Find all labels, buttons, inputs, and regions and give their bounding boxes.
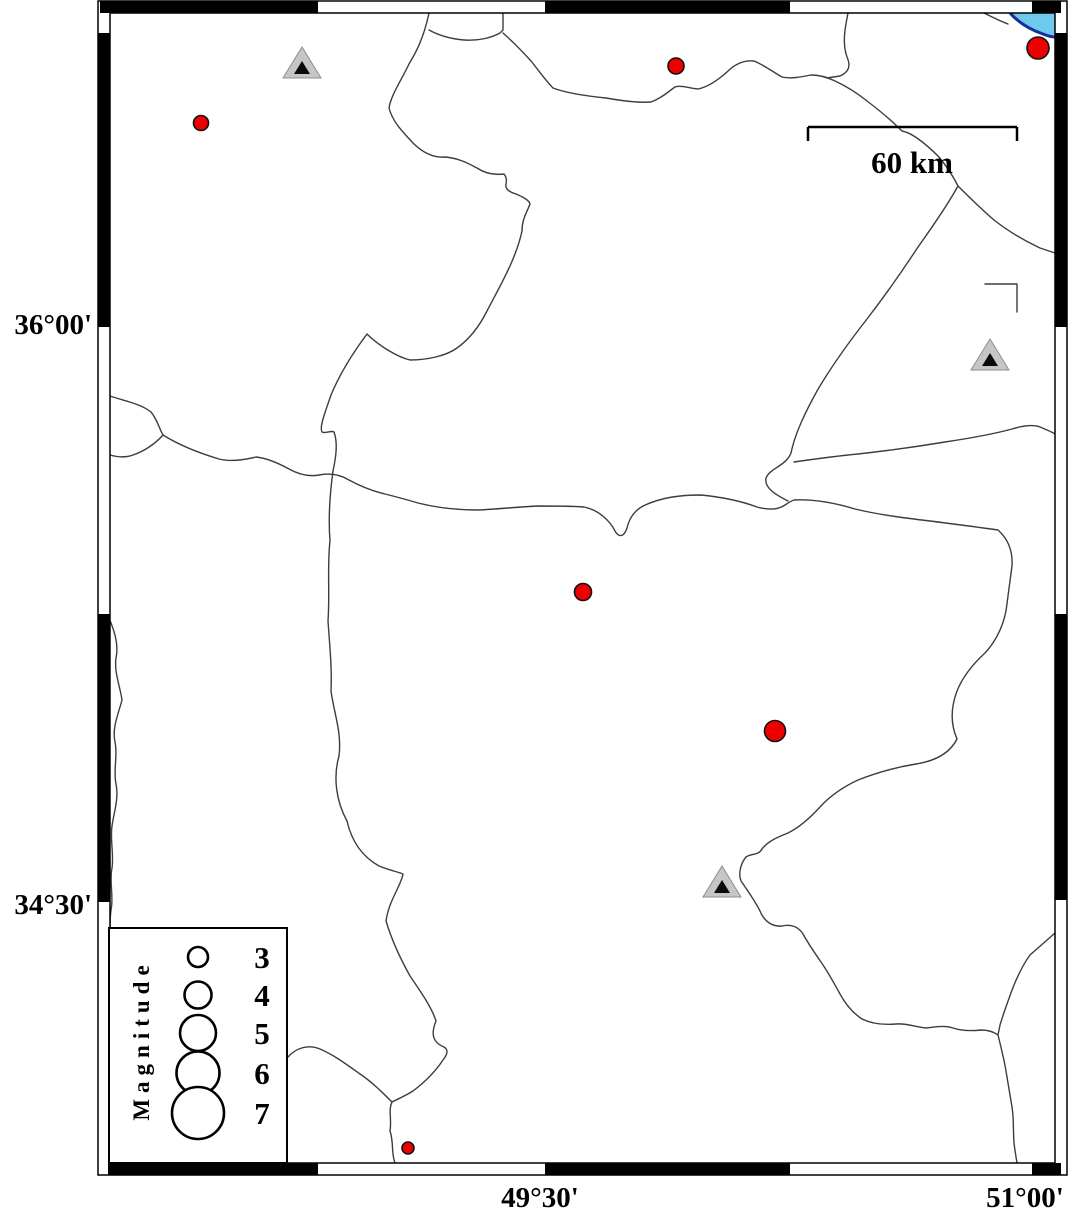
earthquake-marker: [192, 114, 210, 132]
legend-magnitude-circle: [178, 1013, 218, 1053]
frame-tick-segment: [545, 1, 790, 13]
boundary-line: [320, 12, 531, 1164]
frame-tick-segment: [1032, 1, 1061, 13]
frame-tick-segment: [100, 1, 318, 13]
station-inner-triangle-icon: [294, 61, 310, 74]
frame-tick-segment: [1055, 614, 1067, 900]
frame-inner-line: [109, 12, 1056, 1164]
longitude-label-left: 49°30': [501, 1182, 579, 1213]
stations-layer: [282, 46, 1010, 898]
boundary-line: [997, 932, 1056, 1036]
earthquake-marker: [763, 719, 787, 743]
frame-tick-segment: [1055, 33, 1067, 327]
boundary-lines-layer: [108, 12, 1056, 1164]
legend-magnitude-circle: [186, 945, 210, 969]
legend-magnitude-value: 3: [254, 940, 270, 975]
legend-magnitude-circle: [170, 1085, 226, 1141]
legend-magnitude-value: 4: [254, 978, 270, 1013]
boundary-line: [502, 32, 1056, 254]
legend: Magnitude 345 6 7: [108, 927, 288, 1164]
boundary-line: [983, 12, 1009, 25]
sea-polygon: [1010, 13, 1055, 37]
boundary-line: [793, 424, 1056, 463]
latitude-label-bottom: 34°30': [14, 889, 92, 921]
legend-magnitude-value: 7: [254, 1096, 270, 1131]
station-inner-triangle-icon: [714, 880, 730, 893]
boundary-line: [826, 12, 850, 79]
legend-magnitude-value: 6: [254, 1056, 270, 1091]
longitude-label-right: 51°00': [986, 1182, 1064, 1213]
earthquake-marker: [1026, 36, 1050, 60]
scale-bar: 60 km: [806, 125, 1019, 180]
boundary-line: [984, 283, 1018, 313]
earthquake-marker: [401, 1141, 415, 1155]
boundary-line: [287, 1046, 393, 1103]
earthquake-marker: [667, 57, 685, 75]
boundary-line: [428, 12, 504, 41]
boundary-line: [108, 617, 123, 929]
frame-outer-line: [97, 0, 1068, 1176]
water-layer: [1008, 11, 1056, 39]
frame-tick-segment: [1032, 1163, 1061, 1175]
legend-magnitude-circle: [183, 980, 213, 1010]
latitude-label-top: 36°00': [14, 309, 92, 341]
frame-tick-segment: [98, 33, 110, 327]
legend-magnitude-value: 5: [254, 1016, 270, 1051]
map-frame: [97, 0, 1068, 1176]
boundary-line: [765, 185, 959, 502]
boundary-line: [109, 395, 1018, 1164]
frame-tick-segment: [98, 614, 110, 902]
station-marker: [702, 865, 742, 898]
frame-tick-segment: [545, 1163, 790, 1175]
legend-title: Magnitude: [129, 959, 154, 1120]
frame-tick-segment: [108, 1163, 318, 1175]
station-marker: [282, 46, 322, 79]
station-marker: [970, 338, 1010, 371]
earthquake-marker: [573, 582, 593, 602]
boundary-line: [109, 434, 164, 458]
coastline: [1008, 11, 1056, 39]
scale-bar-label: 60 km: [871, 145, 953, 180]
station-inner-triangle-icon: [982, 353, 998, 366]
earthquakes-layer: [192, 36, 1050, 1155]
